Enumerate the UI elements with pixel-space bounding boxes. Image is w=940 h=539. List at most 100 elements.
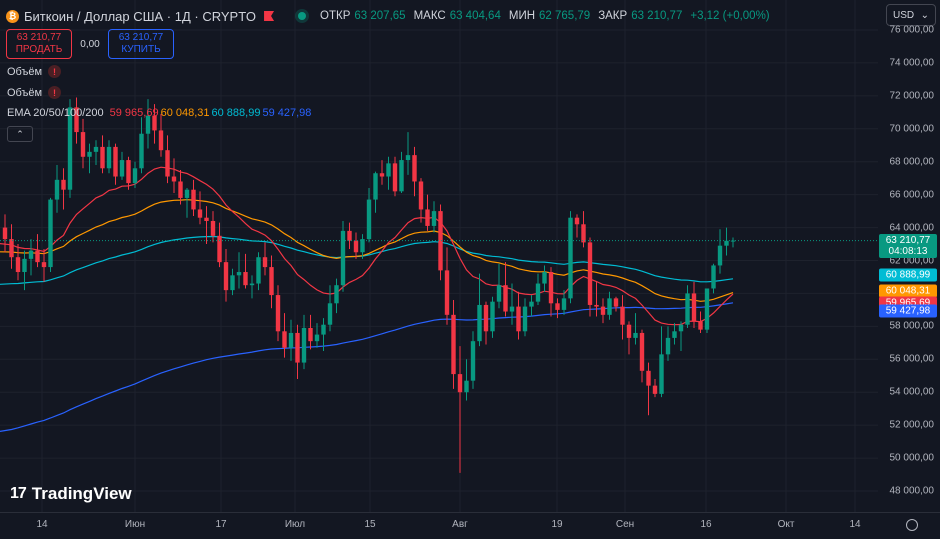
candle-body [191,189,196,210]
gear-icon[interactable] [906,519,918,531]
candle [503,262,508,317]
candle-body [646,370,651,386]
candle [282,313,287,358]
candle-body [444,270,450,315]
candlestick-chart[interactable] [0,0,878,512]
candle-body [594,304,599,307]
candle [444,247,450,325]
candle [9,224,14,269]
price-tick-label: 52 000,00 [889,419,935,431]
time-tick-label: 19 [551,519,563,530]
candle-body [334,285,339,304]
candle [457,346,463,473]
price-tick-label: 74 000,00 [889,57,935,69]
warning-icon[interactable]: ! [48,65,62,78]
candle-body [249,283,255,286]
volume-label: Объём [7,65,43,78]
candle-body [282,331,287,348]
candle-body [418,181,424,210]
ema-indicator[interactable]: EMA 20/50/100/200 59 965,69 60 048,31 60… [7,107,311,119]
candle-body [314,334,320,342]
candle-body [405,155,411,161]
candle [249,275,255,299]
price-tick-label: 76 000,00 [889,24,935,36]
candle [438,204,443,281]
candle-body [607,298,612,315]
candle-body [243,272,248,286]
candle-body [54,179,60,200]
candle [2,214,8,253]
candle [470,331,476,389]
ema50-value: 60 048,31 [160,107,210,119]
candle-body [386,163,391,177]
candle-body [704,288,710,330]
candle-body [659,354,664,394]
candle [178,169,183,205]
candle [353,232,359,259]
tradingview-logo[interactable]: 17 TradingView [10,484,132,504]
price-tick-label: 64 000,00 [889,222,935,234]
candle [256,252,261,291]
candle [529,295,534,317]
ema20-value: 59 965,69 [109,107,159,119]
candle [639,329,645,383]
candle [67,99,73,198]
candle [607,291,612,320]
chart-canvas[interactable] [0,0,878,512]
candle-body [561,298,567,310]
buy-button[interactable]: 63 210,77 КУПИТЬ [108,29,174,59]
ema50-line [0,199,734,302]
candle-body [711,265,716,289]
flag-icon[interactable] [264,11,275,21]
candle [35,234,40,268]
candle-body [340,230,346,286]
ema200-tag: 59 427,98 [879,304,937,318]
candle [516,291,521,340]
candle [594,281,599,317]
collapse-legend-button[interactable]: ⌃ [7,126,33,142]
candle [308,314,313,350]
candle-body [295,332,300,363]
chevron-down-icon: ⌄ [920,9,929,21]
candle-body [672,331,677,338]
time-tick-label: 16 [700,519,712,530]
candle [555,298,560,319]
candle-body [262,257,268,268]
currency-select[interactable]: USD ⌄ [886,4,936,26]
candle [347,222,352,249]
candle-body [535,283,541,302]
candle [373,171,378,213]
candle-body [171,176,177,182]
candle [100,135,105,174]
volume-indicator-1[interactable]: Объём ! [7,65,62,78]
candle [301,314,307,370]
candle [431,201,437,233]
candle [386,156,391,190]
warning-icon[interactable]: ! [48,86,62,99]
candle [210,211,216,243]
candle [106,140,112,174]
candle [262,242,268,276]
candle-body [522,306,528,332]
buy-price: 63 210,77 [118,32,164,43]
candle-body [431,211,437,226]
candle [698,311,703,333]
candle [652,379,658,398]
time-axis[interactable]: 14 Июн 17 Июл 15 Авг 19 Сен 16 Окт 14 [0,512,940,539]
price-tick-label: 72 000,00 [889,90,935,102]
candle-body [724,240,729,246]
volume-indicator-2[interactable]: Объём ! [7,86,62,99]
candle-body [106,146,112,169]
candle [165,135,170,184]
candle-body [470,341,476,381]
candle [152,104,157,144]
price-axis[interactable]: 76 000,00 74 000,00 72 000,00 70 000,00 68 0… [878,0,940,512]
currency-label: USD [893,9,915,21]
sell-button[interactable]: 63 210,77 ПРОДАТЬ [6,29,72,59]
buy-label: КУПИТЬ [121,44,161,55]
symbol-title[interactable]: Биткоин / Доллар США · 1Д · CRYPTO [24,8,257,24]
candle-body [509,306,515,312]
candle [334,278,339,314]
candle-body [490,301,495,332]
candle [561,290,567,315]
